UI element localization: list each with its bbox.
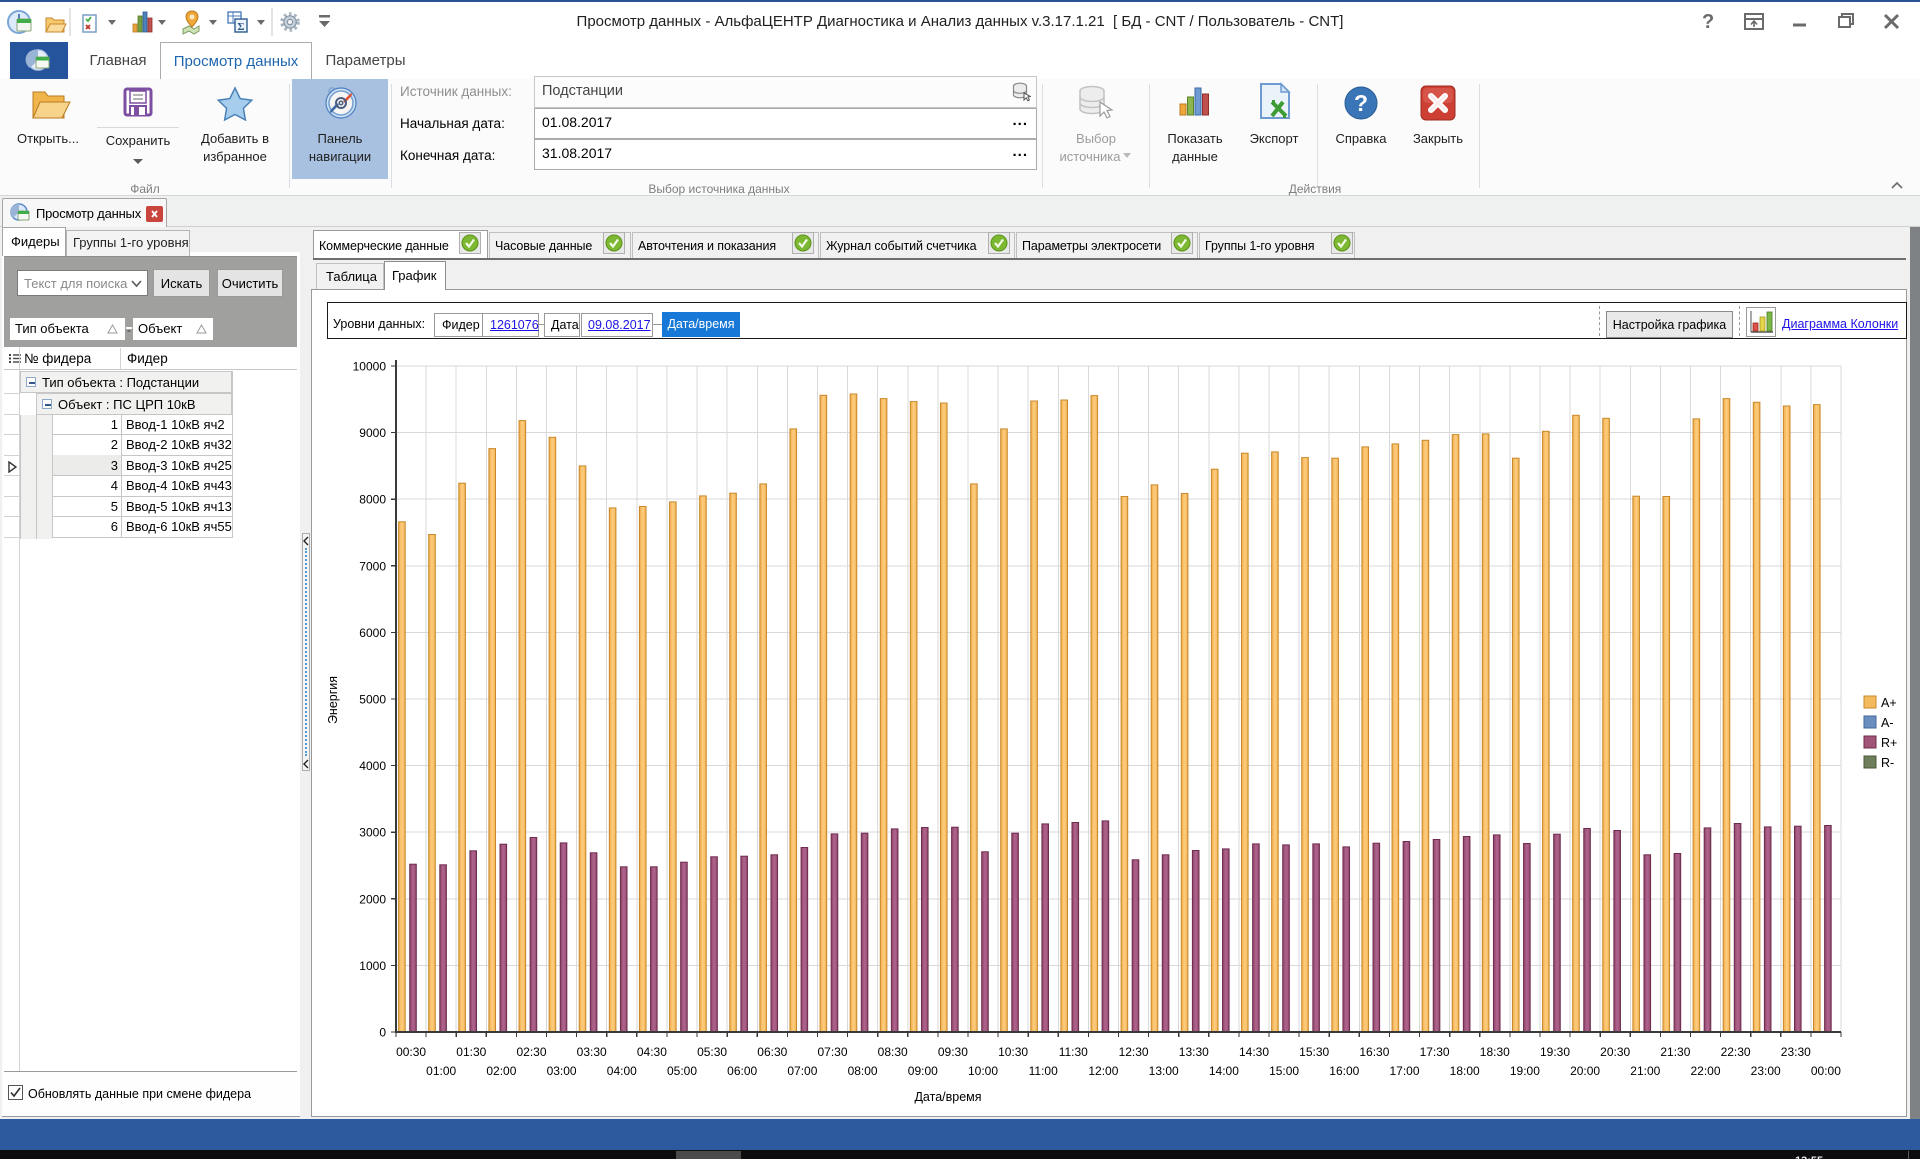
svg-text:13:00: 13:00 bbox=[1149, 1064, 1179, 1078]
svg-text:02:00: 02:00 bbox=[486, 1064, 516, 1078]
svg-text:03:30: 03:30 bbox=[577, 1045, 607, 1059]
svg-text:00:30: 00:30 bbox=[396, 1045, 426, 1059]
svg-text:8000: 8000 bbox=[359, 493, 386, 507]
svg-text:06:00: 06:00 bbox=[727, 1064, 757, 1078]
svg-text:11:30: 11:30 bbox=[1059, 1045, 1088, 1059]
svg-text:09:00: 09:00 bbox=[908, 1064, 938, 1078]
svg-text:10:30: 10:30 bbox=[998, 1045, 1028, 1059]
svg-text:04:00: 04:00 bbox=[607, 1064, 637, 1078]
svg-text:00:00: 00:00 bbox=[1811, 1064, 1841, 1078]
svg-text:16:00: 16:00 bbox=[1329, 1064, 1359, 1078]
svg-text:0: 0 bbox=[379, 1026, 386, 1040]
svg-text:05:00: 05:00 bbox=[667, 1064, 697, 1078]
svg-text:6000: 6000 bbox=[359, 626, 386, 640]
svg-text:16:30: 16:30 bbox=[1359, 1045, 1389, 1059]
svg-text:01:30: 01:30 bbox=[456, 1045, 486, 1059]
svg-text:13:30: 13:30 bbox=[1179, 1045, 1209, 1059]
svg-text:7000: 7000 bbox=[359, 559, 386, 573]
svg-text:17:30: 17:30 bbox=[1420, 1045, 1450, 1059]
svg-text:5000: 5000 bbox=[359, 693, 386, 707]
svg-text:18:00: 18:00 bbox=[1450, 1064, 1480, 1078]
svg-text:07:30: 07:30 bbox=[817, 1045, 847, 1059]
svg-text:22:00: 22:00 bbox=[1690, 1064, 1720, 1078]
svg-text:04:30: 04:30 bbox=[637, 1045, 667, 1059]
svg-text:15:30: 15:30 bbox=[1299, 1045, 1329, 1059]
svg-text:15:00: 15:00 bbox=[1269, 1064, 1299, 1078]
svg-text:20:00: 20:00 bbox=[1570, 1064, 1600, 1078]
svg-text:?: ? bbox=[1702, 11, 1714, 33]
svg-text:01:00: 01:00 bbox=[426, 1064, 456, 1078]
svg-text:11:00: 11:00 bbox=[1029, 1064, 1058, 1078]
svg-text:10:00: 10:00 bbox=[968, 1064, 998, 1078]
svg-text:4000: 4000 bbox=[359, 759, 386, 773]
svg-text:14:00: 14:00 bbox=[1209, 1064, 1239, 1078]
svg-text:20:30: 20:30 bbox=[1600, 1045, 1630, 1059]
svg-text:06:30: 06:30 bbox=[757, 1045, 787, 1059]
svg-text:10000: 10000 bbox=[353, 360, 387, 374]
svg-text:21:00: 21:00 bbox=[1630, 1064, 1660, 1078]
svg-text:19:30: 19:30 bbox=[1540, 1045, 1570, 1059]
svg-text:A+: A+ bbox=[1881, 696, 1897, 710]
svg-text:12:00: 12:00 bbox=[1088, 1064, 1118, 1078]
svg-text:3000: 3000 bbox=[359, 826, 386, 840]
svg-text:22:30: 22:30 bbox=[1721, 1045, 1751, 1059]
svg-text:2000: 2000 bbox=[359, 892, 386, 906]
svg-text:1000: 1000 bbox=[359, 959, 386, 973]
svg-text:08:00: 08:00 bbox=[848, 1064, 878, 1078]
svg-text:09:30: 09:30 bbox=[938, 1045, 968, 1059]
svg-text:9000: 9000 bbox=[359, 426, 386, 440]
svg-text:07:00: 07:00 bbox=[787, 1064, 817, 1078]
svg-text:?: ? bbox=[1354, 90, 1368, 116]
svg-text:21:30: 21:30 bbox=[1660, 1045, 1690, 1059]
svg-text:14:30: 14:30 bbox=[1239, 1045, 1269, 1059]
svg-text:R-: R- bbox=[1881, 756, 1894, 770]
svg-text:02:30: 02:30 bbox=[516, 1045, 546, 1059]
svg-text:12:30: 12:30 bbox=[1119, 1045, 1149, 1059]
svg-text:18:30: 18:30 bbox=[1480, 1045, 1510, 1059]
svg-text:Энергия: Энергия bbox=[326, 676, 340, 724]
svg-text:08:30: 08:30 bbox=[878, 1045, 908, 1059]
svg-text:19:00: 19:00 bbox=[1510, 1064, 1540, 1078]
svg-text:Дата/время: Дата/время bbox=[914, 1090, 981, 1104]
svg-text:R+: R+ bbox=[1881, 736, 1897, 750]
svg-text:Σ: Σ bbox=[237, 21, 244, 33]
svg-text:05:30: 05:30 bbox=[697, 1045, 727, 1059]
svg-text:23:30: 23:30 bbox=[1781, 1045, 1811, 1059]
svg-text:03:00: 03:00 bbox=[547, 1064, 577, 1078]
svg-text:23:00: 23:00 bbox=[1751, 1064, 1781, 1078]
svg-text:A-: A- bbox=[1881, 716, 1894, 730]
svg-text:17:00: 17:00 bbox=[1389, 1064, 1419, 1078]
